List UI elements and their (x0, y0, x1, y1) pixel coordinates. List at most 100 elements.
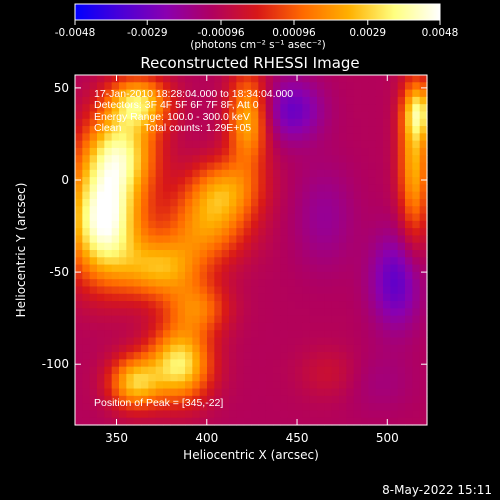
heatmap-cell (353, 410, 362, 419)
heatmap-cell (375, 366, 384, 375)
heatmap-cell (214, 293, 223, 302)
heatmap-cell (148, 279, 157, 288)
heatmap-cell (317, 293, 325, 302)
heatmap-cell (126, 177, 135, 185)
heatmap-cell (221, 228, 230, 237)
heatmap-cell (104, 279, 113, 288)
heatmap-cell (339, 111, 347, 120)
heatmap-cell (170, 417, 179, 426)
heatmap-cell (82, 147, 91, 156)
heatmap-cell (419, 388, 428, 397)
heatmap-cell (148, 75, 157, 83)
heatmap-cell (346, 366, 355, 375)
heatmap-cell (229, 344, 237, 353)
heatmap-cell (375, 111, 384, 120)
heatmap-cell (375, 220, 384, 229)
heatmap-cell (353, 395, 362, 404)
heatmap-cell (185, 111, 193, 120)
heatmap-cell (221, 359, 230, 368)
heatmap-cell (82, 177, 91, 185)
heatmap-cell (346, 286, 355, 295)
heatmap-cell (353, 257, 362, 266)
heatmap-cell (265, 344, 274, 353)
heatmap-cell (192, 381, 201, 390)
heatmap-cell (419, 293, 428, 302)
heatmap-cell (375, 140, 384, 149)
heatmap-cell (229, 184, 237, 193)
heatmap-cell (368, 191, 377, 200)
heatmap-cell (155, 373, 164, 382)
heatmap-cell (390, 308, 399, 317)
heatmap-cell (185, 191, 193, 200)
heatmap-cell (280, 279, 289, 288)
heatmap-cell (126, 126, 135, 134)
heatmap-cell (287, 308, 296, 317)
heatmap-cell (221, 352, 230, 360)
heatmap-cell (104, 381, 113, 390)
heatmap-cell (419, 264, 428, 273)
heatmap-cell (89, 410, 98, 419)
heatmap-cell (397, 359, 406, 368)
heatmap-cell (383, 104, 391, 113)
heatmap-cell (346, 271, 355, 280)
heatmap-cell (221, 271, 230, 280)
heatmap-cell (111, 388, 120, 397)
heatmap-cell (185, 242, 193, 251)
heatmap-cell (280, 417, 289, 426)
heatmap-cell (163, 184, 171, 193)
heatmap-cell (317, 359, 325, 368)
heatmap-cell (368, 279, 377, 288)
heatmap-cell (331, 198, 340, 207)
heatmap-cell (155, 206, 164, 215)
heatmap-cell (199, 111, 208, 120)
heatmap-cell (119, 228, 127, 237)
heatmap-cell (89, 366, 98, 375)
heatmap-cell (353, 191, 362, 200)
x-axis: 350 400 450 500 (105, 75, 399, 445)
heatmap-cell (390, 344, 399, 353)
heatmap-cell (419, 96, 428, 105)
heatmap-cell (280, 381, 289, 390)
heatmap-cell (317, 250, 325, 258)
heatmap-cell (265, 147, 274, 156)
heatmap-cell (317, 111, 325, 120)
heatmap-cell (155, 271, 164, 280)
heatmap-cell (104, 344, 113, 353)
heatmap-cell (383, 337, 391, 346)
heatmap-cell (163, 155, 171, 164)
heatmap-cell (207, 322, 215, 331)
heatmap-cell (75, 162, 83, 171)
heatmap-cell (309, 169, 318, 178)
heatmap-cell (324, 264, 333, 273)
heatmap-cell (148, 96, 157, 105)
heatmap-cell (97, 293, 105, 302)
heatmap-cell (148, 344, 157, 353)
heatmap-cell (273, 403, 281, 412)
heatmap-cell (317, 352, 325, 360)
heatmap-cell (148, 111, 157, 120)
heatmap-cell (170, 206, 179, 215)
heatmap-cell (82, 301, 91, 309)
heatmap-cell (207, 315, 215, 324)
heatmap-cell (126, 169, 135, 178)
heatmap-cell (295, 162, 303, 171)
heatmap-cell (273, 111, 281, 120)
heatmap-cell (405, 104, 413, 113)
heatmap-cell (397, 279, 406, 288)
heatmap-cell (214, 417, 223, 426)
heatmap-cell (170, 388, 179, 397)
heatmap-cell (412, 293, 421, 302)
heatmap-cell (133, 264, 142, 273)
heatmap-cell (119, 352, 127, 360)
heatmap-cell (89, 96, 98, 105)
heatmap-cell (405, 322, 413, 331)
heatmap-cell (324, 301, 333, 309)
heatmap-cell (419, 373, 428, 382)
heatmap-cell (375, 242, 384, 251)
heatmap-cell (221, 257, 230, 266)
heatmap-cell (324, 403, 333, 412)
heatmap-cell (221, 286, 230, 295)
heatmap-cell (89, 82, 98, 91)
heatmap-cell (324, 155, 333, 164)
heatmap-cell (141, 359, 149, 368)
